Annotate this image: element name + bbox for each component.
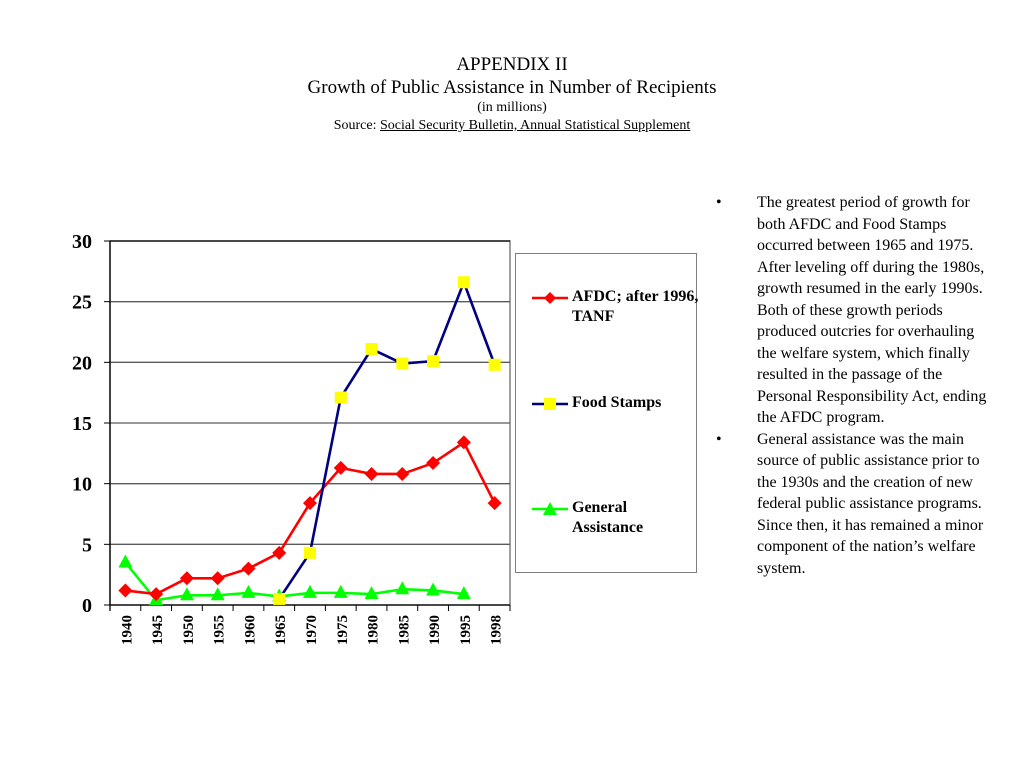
data-point-triangle: [179, 587, 194, 601]
square-marker-icon: [532, 398, 568, 410]
x-tick-label: 1940: [119, 615, 135, 645]
data-point-triangle: [118, 554, 133, 568]
data-point-triangle: [364, 586, 379, 600]
data-point-diamond: [241, 561, 256, 576]
bullet-icon: •: [716, 194, 722, 211]
chart-legend: AFDC; after 1996, TANF Food Stamps Gener…: [515, 253, 698, 573]
data-point-square: [457, 276, 470, 289]
data-point-diamond: [303, 496, 317, 511]
legend-label-food-stamps: Food Stamps: [572, 394, 662, 411]
legend-label-afdc: AFDC; after 1996, TANF: [572, 288, 699, 325]
x-tick-label: 1998: [489, 615, 505, 645]
data-point-diamond: [395, 466, 410, 481]
series-line-food-stamps: [278, 280, 496, 600]
data-point-diamond: [179, 571, 194, 586]
data-point-triangle: [241, 584, 256, 598]
x-tick-label: 1945: [150, 615, 166, 645]
diamond-marker-icon: [532, 292, 568, 304]
legend-label-general-assistance: General Assistance: [572, 499, 644, 536]
chart-title: Growth of Public Assistance in Number of…: [307, 77, 717, 98]
x-tick-label: 1985: [396, 615, 412, 645]
note-item: • General assistance was the main source…: [716, 429, 996, 580]
triangle-marker-icon: [532, 502, 568, 515]
data-point-triangle: [210, 587, 225, 601]
x-tick-label: 1980: [366, 615, 382, 645]
data-point-square: [365, 342, 378, 355]
data-point-diamond: [456, 435, 471, 450]
note-text: The greatest period of growth for both A…: [757, 194, 987, 426]
x-tick-label: 1995: [458, 615, 474, 645]
bullet-icon: •: [716, 430, 722, 448]
data-point-diamond: [364, 466, 379, 481]
x-tick-label: 1990: [427, 615, 443, 645]
data-point-square: [488, 358, 501, 371]
data-point-triangle: [456, 586, 471, 600]
source-line: Source: Social Security Bulletin, Annual…: [0, 116, 1024, 135]
y-tick-label: 15: [72, 413, 92, 435]
data-point-diamond: [210, 571, 225, 586]
data-point-diamond: [487, 496, 502, 511]
note-item: • The greatest period of growth for both…: [716, 192, 996, 429]
x-tick-label: 1975: [335, 615, 351, 645]
data-point-square: [427, 355, 440, 368]
source-prefix: Source:: [333, 118, 380, 133]
x-tick-label: 1955: [212, 615, 228, 645]
x-tick-label: 1965: [273, 615, 289, 645]
y-tick-label: 20: [72, 352, 92, 374]
data-point-triangle: [333, 584, 348, 598]
data-point-square: [334, 391, 347, 404]
source-citation: Social Security Bulletin, Annual Statist…: [379, 118, 691, 133]
x-tick-label: 1950: [181, 615, 197, 645]
x-tick-label: 1970: [304, 615, 320, 645]
data-point-diamond: [426, 456, 441, 471]
y-tick-label: 0: [82, 595, 92, 617]
units-label: (in millions): [477, 100, 547, 115]
data-point-diamond: [118, 583, 133, 598]
data-point-triangle: [395, 581, 410, 595]
data-point-square: [273, 592, 286, 605]
data-point-diamond: [149, 587, 164, 602]
data-point-diamond: [333, 460, 348, 475]
y-tick-label: 25: [72, 292, 92, 314]
y-tick-label: 10: [72, 474, 92, 496]
notes-list: • The greatest period of growth for both…: [716, 192, 996, 579]
x-tick-label: 1960: [242, 615, 258, 645]
data-point-square: [304, 546, 316, 559]
data-point-triangle: [426, 582, 441, 596]
y-tick-label: 5: [82, 534, 92, 556]
y-tick-label: 30: [72, 231, 92, 253]
note-text: General assistance was the main source o…: [757, 430, 984, 577]
data-point-diamond: [272, 545, 287, 560]
page-header: APPENDIX II Growth of Public Assistance …: [0, 53, 1024, 135]
data-point-triangle: [303, 584, 317, 598]
data-point-square: [396, 357, 409, 370]
appendix-title: APPENDIX II: [456, 54, 568, 75]
series-line-general-assistance: [124, 561, 464, 602]
